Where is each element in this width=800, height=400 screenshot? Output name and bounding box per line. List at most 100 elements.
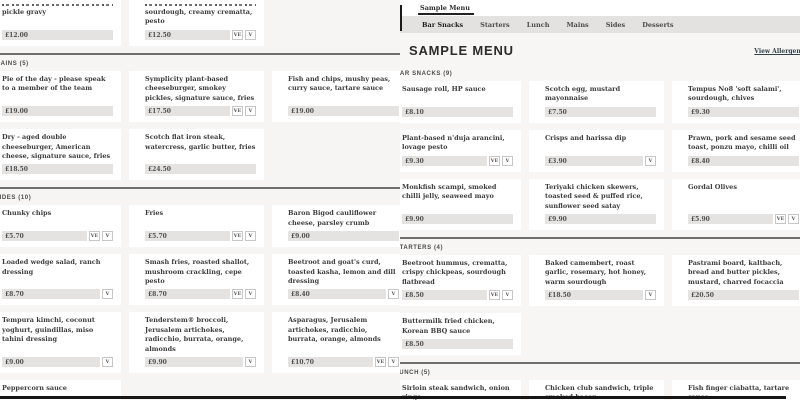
- price-value: £9.90: [545, 213, 656, 224]
- ve-badge: VE: [489, 155, 500, 166]
- heading-row: SAMPLE MENU View Allergen In: [400, 39, 800, 65]
- menu-item-card: Baron Bigod cauliflower cheese, parsley …: [272, 205, 400, 248]
- price-row: £19.00: [288, 106, 399, 117]
- menu-item-title: Dry - aged double cheeseburger, American…: [2, 133, 111, 160]
- menu-item-card: Pastrami board, kaltbach, bread and butt…: [672, 254, 800, 307]
- ve-badge: VE: [232, 29, 243, 40]
- menu-item-card: Buttermilk fried chicken, Korean BBQ sau…: [400, 313, 521, 356]
- menu-item-card: Dry - aged double cheeseburger, American…: [0, 129, 121, 181]
- menu-item-card: Baked camembert, roast garlic, rosemary,…: [529, 254, 664, 307]
- nav-tab-bar-snacks[interactable]: Bar Snacks: [422, 20, 464, 29]
- clipped-text-line: [145, 4, 256, 6]
- menu-item-title: Pie of the day - please speak to a membe…: [2, 74, 106, 93]
- price-value: £24.50: [145, 164, 256, 175]
- price-row: £8.70 V: [2, 289, 113, 300]
- price-row: £18.50: [2, 164, 113, 175]
- price-value: £8.10: [402, 106, 513, 117]
- menu-item-card: Smash fries, roasted shallot, mushroom c…: [129, 254, 264, 306]
- card-spacer: [402, 94, 513, 106]
- menu-item-title: Prawn, pork and sesame seed toast, ponzu…: [688, 133, 796, 152]
- intro-item-row: pickle gravy £12.00 sourdough, creamy crem…: [0, 0, 400, 46]
- menu-item-card: Sausage roll, HP sauce £8.10: [400, 81, 521, 123]
- price-row: £7.50: [545, 106, 656, 117]
- price-value: £8.70: [145, 289, 230, 300]
- active-tab-underline: [418, 13, 474, 15]
- window-edge-sliver: [400, 5, 402, 31]
- price-value: £17.50: [145, 106, 230, 117]
- price-value: £3.90: [545, 155, 643, 166]
- price-row: £8.70 VE V: [145, 289, 256, 300]
- v-badge: V: [645, 290, 656, 301]
- price-row: £3.90 V: [545, 155, 656, 166]
- menu-item-title: Scotch flat iron steak, watercress, garl…: [145, 133, 256, 151]
- bottom-window-edge: [0, 396, 786, 399]
- v-badge: V: [102, 289, 113, 300]
- ve-badge: VE: [775, 213, 786, 224]
- price-row: £9.30: [688, 106, 799, 117]
- v-badge: V: [645, 155, 656, 166]
- menu-item-card: Peppercorn sauce£3.50: [0, 380, 121, 400]
- menu-item-title: Loaded wedge salad, ranch dressing: [2, 258, 101, 276]
- price-row: £5.70 VE V: [145, 231, 256, 242]
- price-row: £8.40: [688, 155, 799, 166]
- left-menu-panel: pickle gravy £12.00 sourdough, creamy crem…: [0, 0, 400, 400]
- v-badge: V: [502, 290, 513, 301]
- section-divider: [0, 187, 400, 190]
- section-header: MAINS (5): [0, 60, 29, 67]
- price-value: £18.50: [2, 164, 113, 175]
- nav-tab-mains[interactable]: Mains: [566, 20, 589, 29]
- price-row: £9.30 VE V: [402, 155, 513, 166]
- price-row: £9.90: [402, 213, 513, 224]
- menu-item-title: Crisps and harissa dip: [545, 133, 627, 142]
- v-badge: V: [245, 289, 256, 300]
- menu-item-title: Peppercorn sauce: [2, 384, 67, 393]
- nav-tab-starters[interactable]: Starters: [480, 20, 510, 29]
- menu-item-title: Tempus No8 'soft salami', sourdough, chi…: [688, 85, 782, 103]
- menu-item-title: Baked camembert, roast garlic, rosemary,…: [545, 258, 647, 286]
- price-value: £20.50: [688, 290, 799, 301]
- menu-item-title: Symplicity plant-based cheeseburger, smo…: [145, 74, 255, 102]
- price-value: £5.70: [2, 231, 87, 242]
- card-spacer: [288, 345, 399, 357]
- nav-tab-desserts[interactable]: Desserts: [642, 20, 674, 29]
- card-spacer: [2, 17, 113, 29]
- ve-badge: VE: [89, 231, 100, 242]
- menu-item-title: Monkfish scampi, smoked chilli jelly, se…: [402, 182, 497, 201]
- menu-item-card: Symplicity plant-based cheeseburger, smo…: [129, 70, 264, 123]
- ve-badge: VE: [375, 357, 386, 368]
- card-spacer: [2, 219, 113, 231]
- menu-item-title: pickle gravy: [2, 8, 47, 16]
- price-value: £5.90: [688, 213, 773, 224]
- v-badge: V: [388, 357, 399, 368]
- price-value: £8.50: [402, 290, 487, 301]
- card-spacer: [288, 94, 399, 106]
- menu-item-title: Tenderstem® broccoli, Jerusalem artichok…: [145, 316, 244, 353]
- v-badge: V: [788, 213, 799, 224]
- menu-item-title: Teriyaki chicken skewers, toasted seed &…: [545, 182, 643, 210]
- nav-tab-lunch[interactable]: Lunch: [526, 20, 550, 29]
- menu-item-grid: Sausage roll, HP sauce £8.10 Scotch egg, m…: [400, 81, 800, 230]
- menu-item-title: Baron Bigod cauliflower cheese, parsley …: [288, 209, 377, 227]
- card-spacer: [2, 277, 113, 289]
- view-allergen-link[interactable]: View Allergen In: [754, 48, 800, 55]
- tab-sample-menu[interactable]: Sample Menu: [420, 4, 470, 12]
- right-menu-content: BAR SNACKS (9) Sausage roll, HP sauce £8.1…: [400, 65, 800, 400]
- v-badge: V: [502, 155, 513, 166]
- menu-item-title: Plant-based n'duja arancini, lovage pest…: [402, 133, 505, 152]
- nav-tab-sides[interactable]: Sides: [605, 20, 626, 29]
- menu-item-title: Asparagus, Jerusalem artichokes, radicch…: [288, 316, 381, 344]
- menu-item-title: Sausage roll, HP sauce: [402, 85, 486, 93]
- menu-item-card: Asparagus, Jerusalem artichokes, radicch…: [272, 312, 400, 374]
- menu-item-card: Tenderstem® broccoli, Jerusalem artichok…: [129, 312, 264, 374]
- menu-item-card: pickle gravy £12.00: [0, 0, 121, 46]
- menu-item-title: Fish and chips, mushy peas, curry sauce,…: [288, 74, 391, 93]
- price-value: £8.50: [402, 339, 513, 350]
- price-value: £8.70: [2, 289, 100, 300]
- right-menu-panel: Sample Menu Bar Snacks Starters Lunch Mains…: [400, 0, 800, 400]
- card-spacer: [402, 202, 513, 214]
- v-badge: V: [102, 231, 113, 242]
- price-value: £10.70: [288, 357, 373, 368]
- menu-item-card: Pie of the day - please speak to a membe…: [0, 70, 121, 123]
- menu-item-card: Plant-based n'duja arancini, lovage pest…: [400, 129, 521, 172]
- price-row: £9.00 V: [2, 357, 113, 368]
